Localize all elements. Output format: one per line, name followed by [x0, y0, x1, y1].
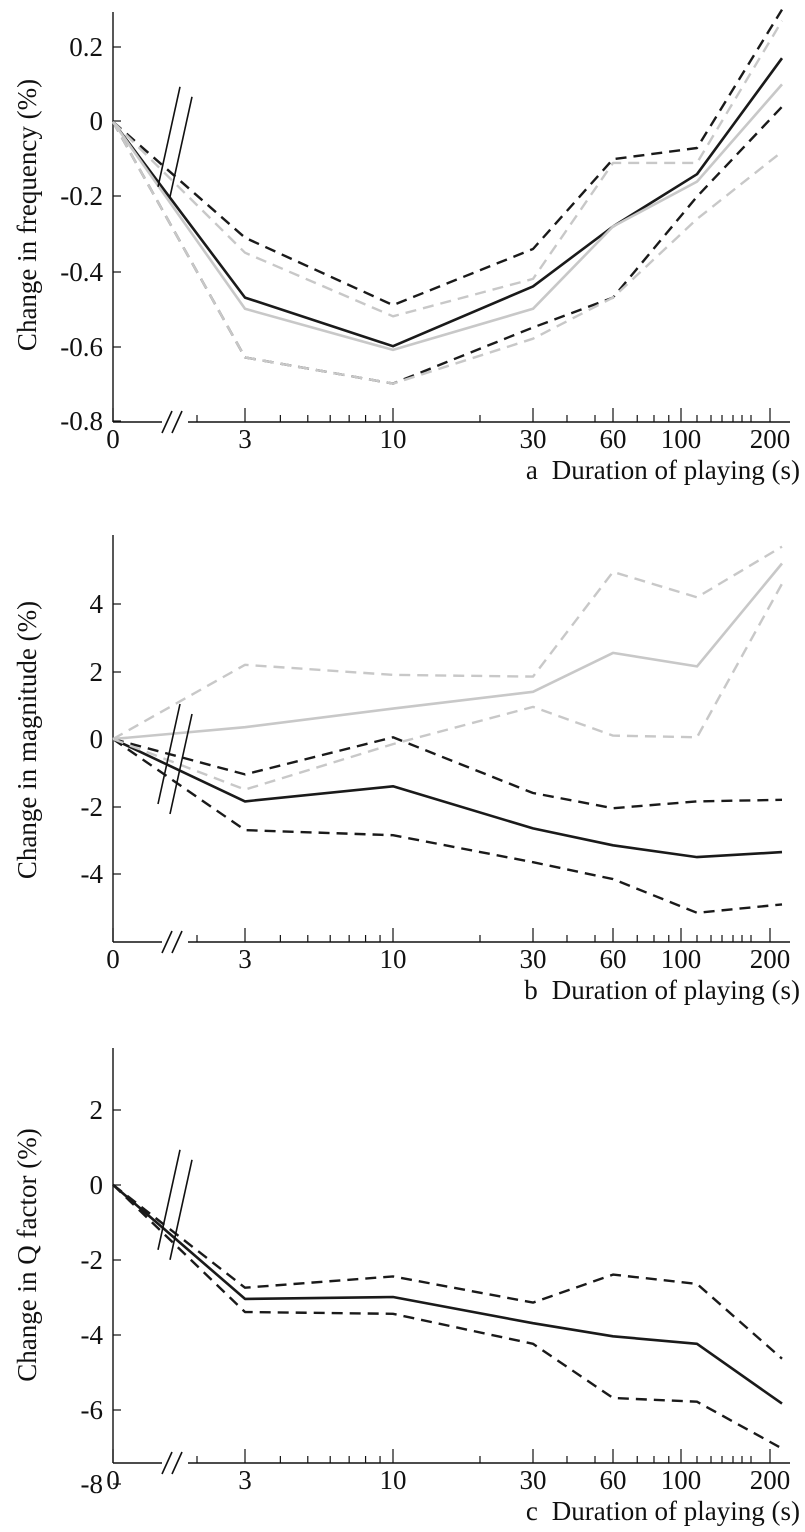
x-tick-label: 60	[600, 424, 627, 454]
x-tick-label: 200	[750, 1465, 791, 1495]
x-tick-label: 100	[661, 944, 702, 974]
series-line-mean-grey	[111, 83, 783, 352]
x-tick-label: 60	[600, 944, 627, 974]
series-line-upper-bound-black	[112, 736, 783, 810]
x-axis-title-text: Duration of playing (s)	[552, 1496, 800, 1526]
y-axis-title: Change in magnitude (%)	[12, 601, 42, 879]
x-axis-title: c Duration of playing (s)	[526, 1496, 800, 1526]
curve-break-mark	[157, 86, 181, 187]
curve-break-mark	[157, 1149, 181, 1250]
y-tick-label: 0	[90, 106, 104, 136]
axis-break-mark	[171, 930, 183, 954]
x-tick-label: 30	[520, 424, 547, 454]
panel-b: 4 2 0 -2 -4 0 3 10 30 60 100 200 b Duration of playin…	[12, 535, 800, 1005]
y-tick-label: 4	[90, 589, 104, 619]
y-tick-label: 0.2	[69, 32, 103, 62]
series-line-lower-bound-black	[111, 105, 783, 385]
series-line-lower-bound-black	[112, 738, 783, 914]
series-line-upper-bound-black	[112, 8, 784, 307]
y-axis-title: Change in Q factor (%)	[12, 1128, 42, 1381]
y-tick-label: -0.6	[60, 332, 103, 362]
y-tick-label: 0	[90, 1170, 104, 1200]
x-axis-title: b Duration of playing (s)	[524, 975, 800, 1005]
y-tick-label: 0	[90, 724, 104, 754]
x-tick-label: 0	[106, 1465, 120, 1495]
series-line-mean-black	[112, 1183, 783, 1405]
y-tick-label: 2	[90, 657, 104, 687]
x-tick-label: 3	[238, 944, 252, 974]
panel-letter: b	[524, 975, 538, 1005]
series-line-mean-black	[112, 737, 783, 859]
series-line-mean-grey	[112, 562, 784, 741]
x-tick-label: 100	[661, 424, 702, 454]
y-tick-label: -6	[81, 1395, 104, 1425]
x-tick-label: 100	[661, 1465, 702, 1495]
x-axis-title-text: Duration of playing (s)	[552, 975, 800, 1005]
x-tick-label: 200	[750, 944, 791, 974]
x-tick-label: 10	[380, 944, 407, 974]
y-tick-label: -2	[81, 1245, 104, 1275]
x-tick-label: 10	[380, 424, 407, 454]
series-line-upper-bound-grey	[112, 545, 783, 741]
y-tick-label: -4	[81, 1320, 104, 1350]
y-tick-label: -8	[81, 1469, 104, 1499]
x-tick-label: 30	[520, 1465, 547, 1495]
x-axis-title: a Duration of playing (s)	[526, 455, 800, 485]
y-axis-title: Change in frequency (%)	[12, 79, 42, 351]
y-tick-label: 2	[90, 1095, 104, 1125]
y-tick-label: -0.2	[60, 181, 103, 211]
curve-break-mark	[169, 713, 193, 815]
x-tick-label: 3	[238, 424, 252, 454]
panel-letter: a	[526, 455, 538, 485]
x-tick-label: 200	[750, 424, 791, 454]
y-tick-label: -0.4	[60, 257, 103, 287]
axis-break-mark	[161, 930, 173, 954]
x-tick-label: 0	[106, 944, 120, 974]
y-tick-label: -0.8	[60, 406, 103, 436]
axis-break-mark	[171, 410, 183, 434]
y-tick-label: -4	[81, 859, 104, 889]
x-tick-label: 60	[600, 1465, 627, 1495]
x-tick-label: 10	[380, 1465, 407, 1495]
y-tick-label: -2	[81, 792, 104, 822]
x-tick-label: 0	[106, 424, 120, 454]
curve-break-mark	[157, 703, 181, 805]
x-tick-label: 3	[238, 1465, 252, 1495]
axis-break-mark	[161, 410, 173, 434]
curve-break-mark	[169, 96, 193, 197]
x-tick-label: 30	[520, 944, 547, 974]
panel-letter: c	[526, 1496, 538, 1526]
axis-break-mark	[161, 1451, 173, 1475]
x-axis-title-text: Duration of playing (s)	[552, 455, 800, 485]
series-line-lower-bound-black	[112, 1183, 783, 1450]
series-line-upper-bound-grey	[112, 20, 784, 318]
series-line-lower-bound-grey	[111, 121, 783, 385]
curve-break-mark	[169, 1159, 193, 1260]
axis-break-mark	[171, 1451, 183, 1475]
